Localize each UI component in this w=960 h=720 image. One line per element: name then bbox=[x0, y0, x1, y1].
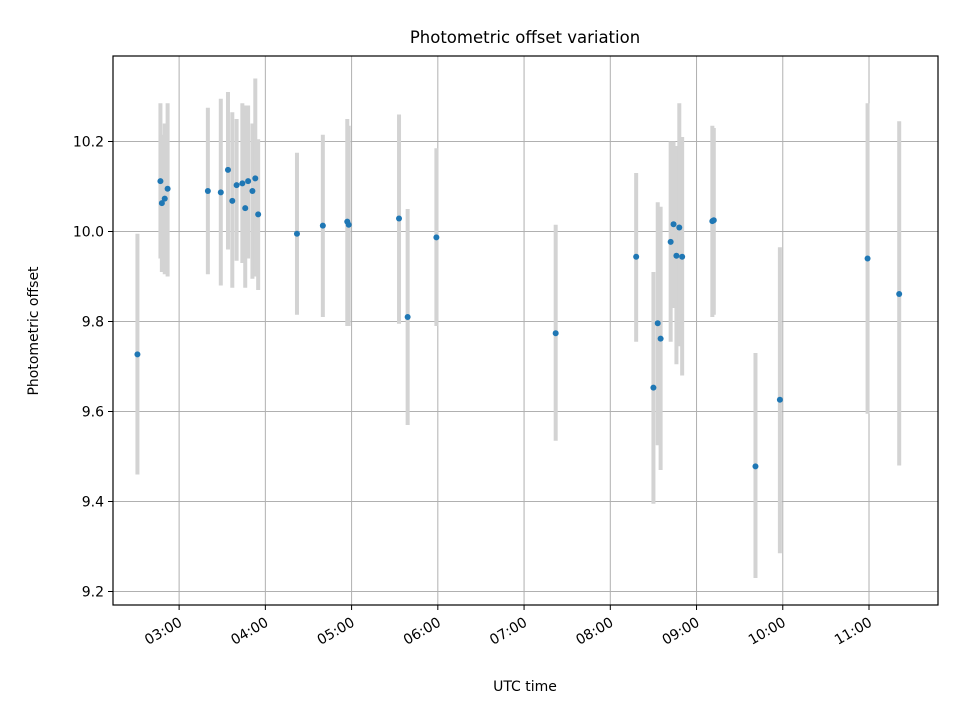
data-point bbox=[667, 238, 674, 245]
data-point bbox=[224, 166, 231, 173]
x-tick-label: 09:00 bbox=[660, 615, 703, 649]
error-bars bbox=[135, 78, 902, 578]
data-point bbox=[245, 178, 252, 185]
data-point bbox=[404, 314, 411, 320]
data-point bbox=[679, 253, 686, 260]
y-tick-label: 10.0 bbox=[73, 225, 104, 241]
data-point bbox=[654, 320, 661, 327]
data-point bbox=[657, 335, 664, 342]
data-point bbox=[255, 211, 262, 218]
x-tick-label: 03:00 bbox=[142, 615, 185, 649]
data-point bbox=[293, 230, 300, 237]
data-point bbox=[433, 234, 440, 241]
y-tick-label: 9.4 bbox=[82, 495, 104, 511]
data-point bbox=[710, 217, 717, 224]
x-tick-label: 11:00 bbox=[832, 615, 875, 649]
data-point bbox=[242, 205, 249, 212]
x-axis-label: UTC time bbox=[493, 679, 557, 695]
data-point bbox=[673, 252, 680, 259]
x-tick-label: 06:00 bbox=[401, 615, 444, 649]
data-point bbox=[217, 189, 224, 196]
y-tick-label: 9.2 bbox=[82, 585, 104, 601]
data-point bbox=[161, 195, 168, 202]
x-axis: 03:00 04:00 05:00 06:00 07:00 08:00 09:00 10:00… bbox=[142, 605, 875, 649]
y-tick-label: 10.2 bbox=[73, 135, 104, 151]
data-point bbox=[676, 224, 683, 231]
data-point bbox=[633, 253, 640, 260]
data-point bbox=[158, 200, 165, 207]
data-point bbox=[896, 291, 903, 298]
y-tick-label: 9.6 bbox=[82, 405, 104, 421]
y-axis: 9.2 9.4 9.6 9.8 10.0 10.2 bbox=[73, 135, 113, 601]
data-point bbox=[239, 180, 246, 187]
y-axis-label: Photometric offset bbox=[26, 266, 42, 396]
x-tick-label: 05:00 bbox=[315, 615, 358, 649]
x-tick-label: 10:00 bbox=[746, 615, 789, 649]
data-point bbox=[157, 178, 164, 185]
data-point bbox=[319, 222, 326, 229]
data-point bbox=[233, 182, 240, 189]
chart-title: Photometric offset variation bbox=[410, 28, 640, 47]
data-point bbox=[396, 215, 403, 222]
x-tick-label: 08:00 bbox=[573, 615, 616, 649]
data-point bbox=[670, 221, 677, 228]
data-point bbox=[776, 396, 783, 403]
plot-frame bbox=[112, 55, 939, 606]
data-point bbox=[134, 351, 141, 358]
grid bbox=[113, 56, 938, 605]
x-tick-label: 07:00 bbox=[487, 615, 530, 649]
data-points bbox=[134, 166, 903, 470]
data-point bbox=[164, 185, 171, 192]
data-point bbox=[249, 188, 256, 194]
data-point bbox=[752, 463, 759, 470]
data-point bbox=[552, 330, 559, 337]
x-tick-label: 04:00 bbox=[228, 615, 271, 649]
data-point bbox=[252, 175, 259, 182]
y-tick-label: 9.8 bbox=[82, 315, 104, 331]
data-point bbox=[650, 384, 657, 391]
data-point bbox=[345, 221, 352, 228]
data-point bbox=[229, 197, 236, 204]
data-point bbox=[204, 188, 211, 194]
data-point bbox=[864, 255, 871, 262]
